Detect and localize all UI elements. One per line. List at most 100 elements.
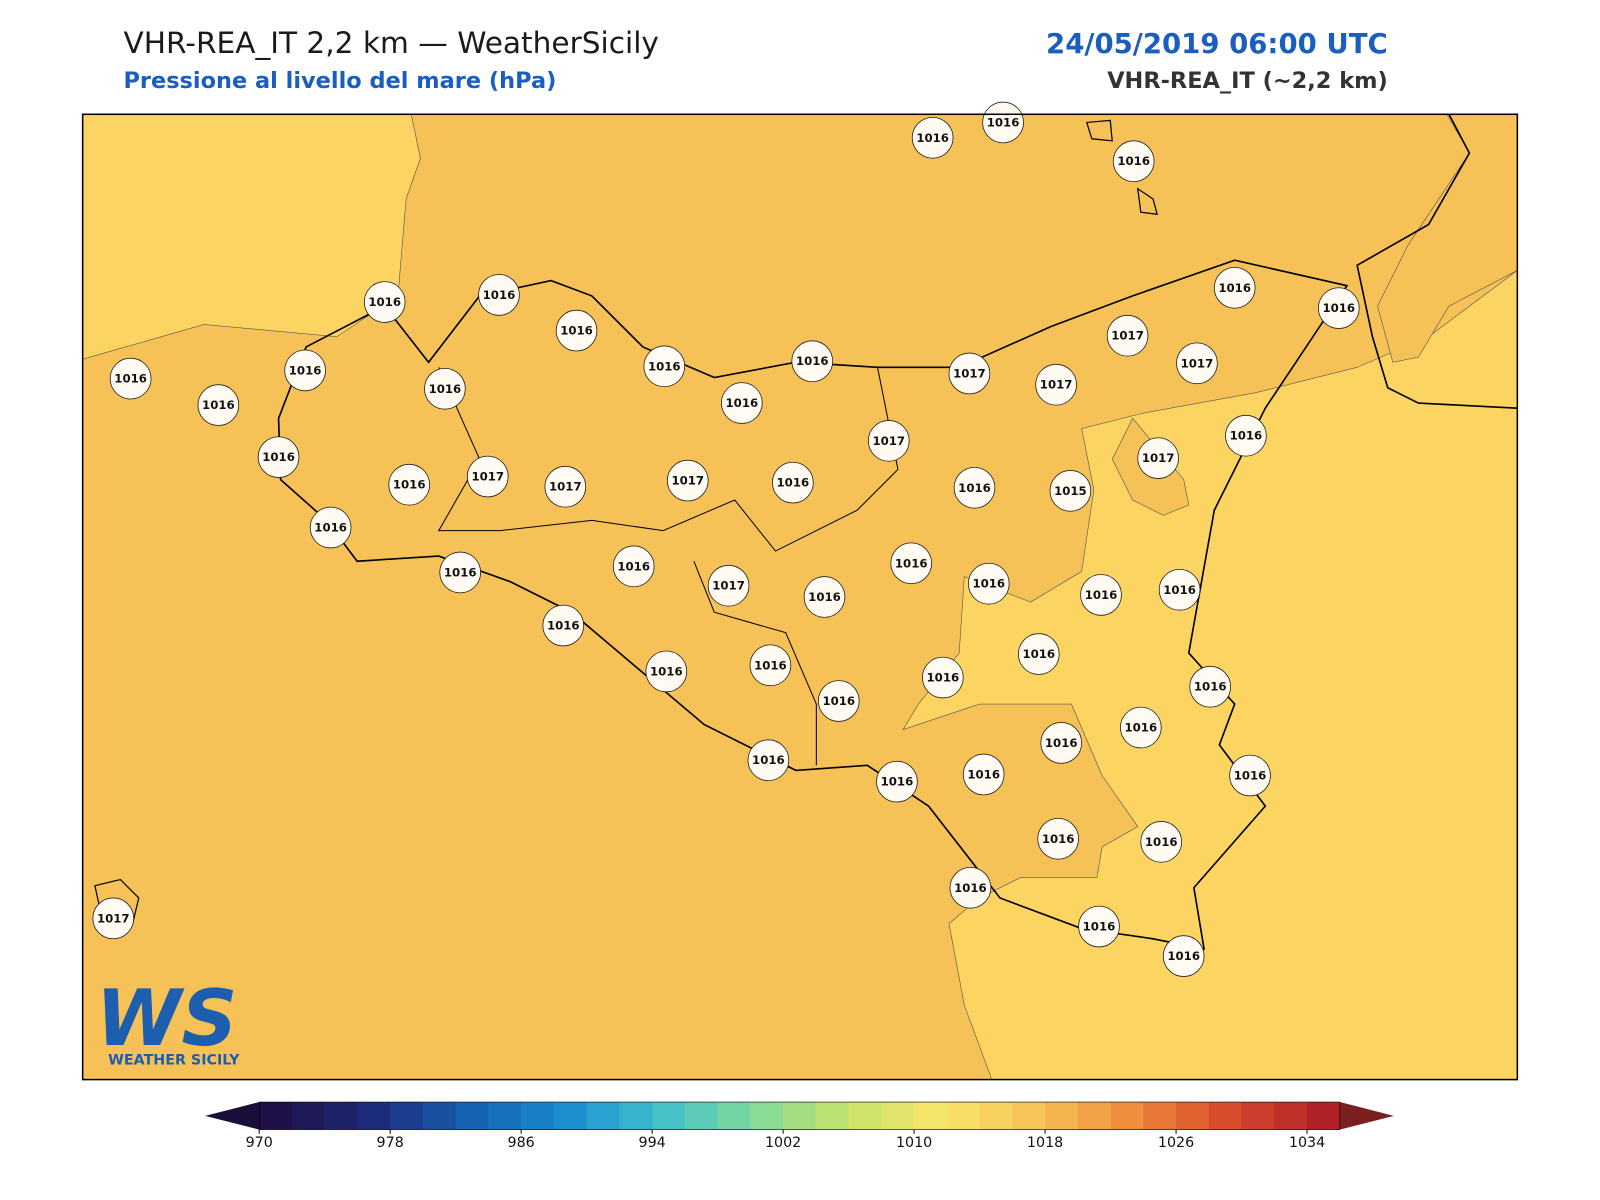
colorbar-bin xyxy=(946,1102,981,1130)
station-marker xyxy=(1017,633,1060,675)
station-marker xyxy=(1112,140,1155,183)
colorbar: 970 978 986 994 1002 1010 1018 1026 1034 xyxy=(205,1101,1394,1151)
station-value: 1016 xyxy=(393,478,426,492)
colorbar-bin xyxy=(717,1102,751,1130)
station-marker xyxy=(1317,287,1360,329)
station-marker xyxy=(197,384,240,426)
station-value: 1016 xyxy=(777,476,810,490)
station-marker xyxy=(1229,754,1271,797)
station-marker xyxy=(363,281,406,323)
colorbar-bin xyxy=(422,1102,457,1130)
logo-name: WEATHER SICILY xyxy=(108,1052,240,1068)
station-marker xyxy=(388,463,430,506)
colorbar-bin xyxy=(1241,1102,1275,1130)
coastline xyxy=(277,259,1349,951)
station-marker xyxy=(911,116,954,159)
station-marker xyxy=(92,897,135,940)
station-value: 1016 xyxy=(1218,281,1251,295)
station-marker xyxy=(1137,437,1179,479)
station-marker xyxy=(876,760,918,803)
station-value: 1016 xyxy=(987,115,1020,129)
station-marker xyxy=(612,545,655,588)
subtitle: Pressione al livello del mare (hPa) xyxy=(123,68,556,94)
colorbar-bin xyxy=(1208,1102,1243,1130)
station-value: 1016 xyxy=(262,450,295,464)
station-marker xyxy=(1080,574,1122,616)
station-marker xyxy=(749,644,792,687)
station-marker xyxy=(544,465,587,508)
station-value: 1016 xyxy=(114,372,147,386)
station-value: 1017 xyxy=(671,474,704,488)
colorbar-tick-label: 1002 xyxy=(765,1135,801,1151)
colorbar-bin xyxy=(390,1102,424,1130)
colorbar-bin xyxy=(553,1102,588,1130)
coastline xyxy=(1356,113,1518,409)
colorbar-bin xyxy=(1307,1102,1341,1130)
station-marker xyxy=(982,101,1024,144)
station-marker xyxy=(1035,363,1077,406)
colorbar-bin xyxy=(619,1102,653,1130)
colorbar-bin xyxy=(1077,1102,1112,1130)
station-value: 1016 xyxy=(881,775,914,789)
station-value: 1016 xyxy=(895,556,928,570)
colorbar-extend xyxy=(205,1102,260,1130)
station-value: 1016 xyxy=(954,881,987,895)
station-marker xyxy=(1162,935,1205,977)
station-value: 1016 xyxy=(1085,588,1118,602)
colorbar-frame xyxy=(258,1101,1341,1130)
colorbar-bin xyxy=(259,1102,293,1130)
station-value: 1016 xyxy=(1194,680,1227,694)
station-marker xyxy=(1040,722,1083,764)
station-value: 1016 xyxy=(916,131,949,145)
station-value: 1017 xyxy=(872,434,905,448)
station-value: 1015 xyxy=(1054,484,1087,498)
station-value: 1016 xyxy=(822,694,855,708)
valid-date: 24/05/2019 06:00 UTC xyxy=(1046,28,1388,60)
station-value: 1017 xyxy=(1040,378,1073,392)
colorbar-tick-label: 978 xyxy=(377,1135,404,1151)
station-marker xyxy=(1120,706,1162,749)
colorbar-bin xyxy=(324,1102,358,1130)
station-value: 1016 xyxy=(650,664,683,678)
station-marker xyxy=(1106,314,1149,357)
colorbar-bin xyxy=(652,1102,686,1130)
station-value: 1017 xyxy=(1111,329,1144,343)
station-marker xyxy=(478,274,520,316)
station-marker xyxy=(309,506,352,549)
colorbar-bin xyxy=(1110,1102,1144,1130)
colorbar-bin xyxy=(684,1102,719,1130)
colorbar-tick-label: 1026 xyxy=(1158,1135,1194,1151)
station-marker xyxy=(1158,568,1201,611)
province-border xyxy=(437,367,899,552)
station-marker xyxy=(948,352,991,395)
title: VHR-REA_IT 2,2 km — WeatherSicily xyxy=(123,26,658,60)
station-value: 1016 xyxy=(1145,835,1178,849)
colorbar-bin xyxy=(848,1102,882,1130)
logo-mark: WS xyxy=(96,974,237,1064)
island xyxy=(1136,187,1158,216)
station-value: 1016 xyxy=(483,288,516,302)
station-marker xyxy=(439,551,482,594)
station-value: 1016 xyxy=(1230,429,1263,443)
colorbar-bin xyxy=(357,1102,391,1130)
station-value: 1016 xyxy=(202,398,235,412)
station-marker xyxy=(1049,470,1092,512)
colorbar-bin xyxy=(914,1102,948,1130)
station-value: 1016 xyxy=(560,324,593,338)
station-value: 1016 xyxy=(972,577,1005,591)
station-marker xyxy=(1140,821,1183,863)
station-value: 1016 xyxy=(796,354,829,368)
station-value: 1016 xyxy=(314,521,347,535)
station-marker xyxy=(791,340,834,383)
station-marker xyxy=(817,680,860,722)
station-value: 1016 xyxy=(1234,769,1267,783)
station-marker xyxy=(953,466,996,509)
station-value: 1017 xyxy=(953,366,986,380)
station-marker xyxy=(284,349,326,392)
colorbar-tick-label: 1018 xyxy=(1027,1135,1063,1151)
station-marker xyxy=(1078,905,1120,948)
colorbar-bin xyxy=(586,1102,620,1130)
station-marker xyxy=(1225,414,1267,457)
station-value: 1017 xyxy=(1181,356,1214,370)
